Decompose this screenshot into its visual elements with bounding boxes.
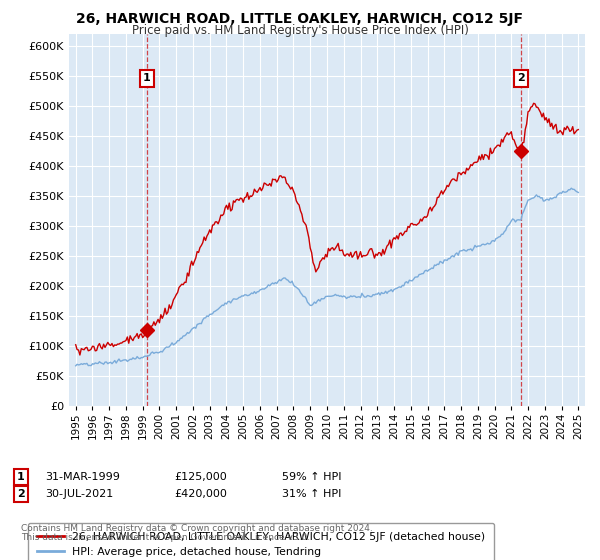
Text: 1: 1 bbox=[17, 472, 25, 482]
Text: 1: 1 bbox=[143, 73, 151, 83]
Text: Contains HM Land Registry data © Crown copyright and database right 2024.: Contains HM Land Registry data © Crown c… bbox=[21, 524, 373, 533]
Text: Price paid vs. HM Land Registry's House Price Index (HPI): Price paid vs. HM Land Registry's House … bbox=[131, 24, 469, 37]
Text: 26, HARWICH ROAD, LITTLE OAKLEY, HARWICH, CO12 5JF: 26, HARWICH ROAD, LITTLE OAKLEY, HARWICH… bbox=[77, 12, 523, 26]
Text: This data is licensed under the Open Government Licence v3.0.: This data is licensed under the Open Gov… bbox=[21, 533, 310, 542]
Text: 59% ↑ HPI: 59% ↑ HPI bbox=[282, 472, 341, 482]
Text: 2: 2 bbox=[17, 489, 25, 499]
Text: 31-MAR-1999: 31-MAR-1999 bbox=[45, 472, 120, 482]
Text: £125,000: £125,000 bbox=[174, 472, 227, 482]
Text: £420,000: £420,000 bbox=[174, 489, 227, 499]
Text: 2: 2 bbox=[517, 73, 525, 83]
Legend: 26, HARWICH ROAD, LITTLE OAKLEY, HARWICH, CO12 5JF (detached house), HPI: Averag: 26, HARWICH ROAD, LITTLE OAKLEY, HARWICH… bbox=[28, 523, 494, 560]
Text: 31% ↑ HPI: 31% ↑ HPI bbox=[282, 489, 341, 499]
Text: 30-JUL-2021: 30-JUL-2021 bbox=[45, 489, 113, 499]
